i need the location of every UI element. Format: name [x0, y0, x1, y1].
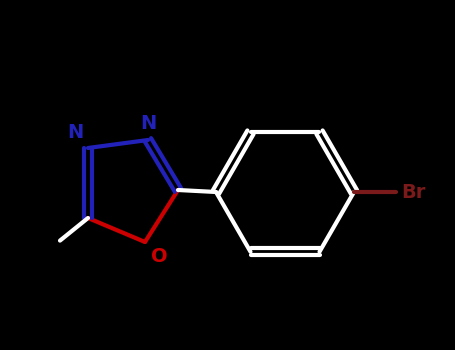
Text: O: O: [151, 247, 167, 266]
Text: N: N: [140, 114, 156, 133]
Text: Br: Br: [401, 182, 425, 202]
Text: N: N: [67, 123, 83, 142]
